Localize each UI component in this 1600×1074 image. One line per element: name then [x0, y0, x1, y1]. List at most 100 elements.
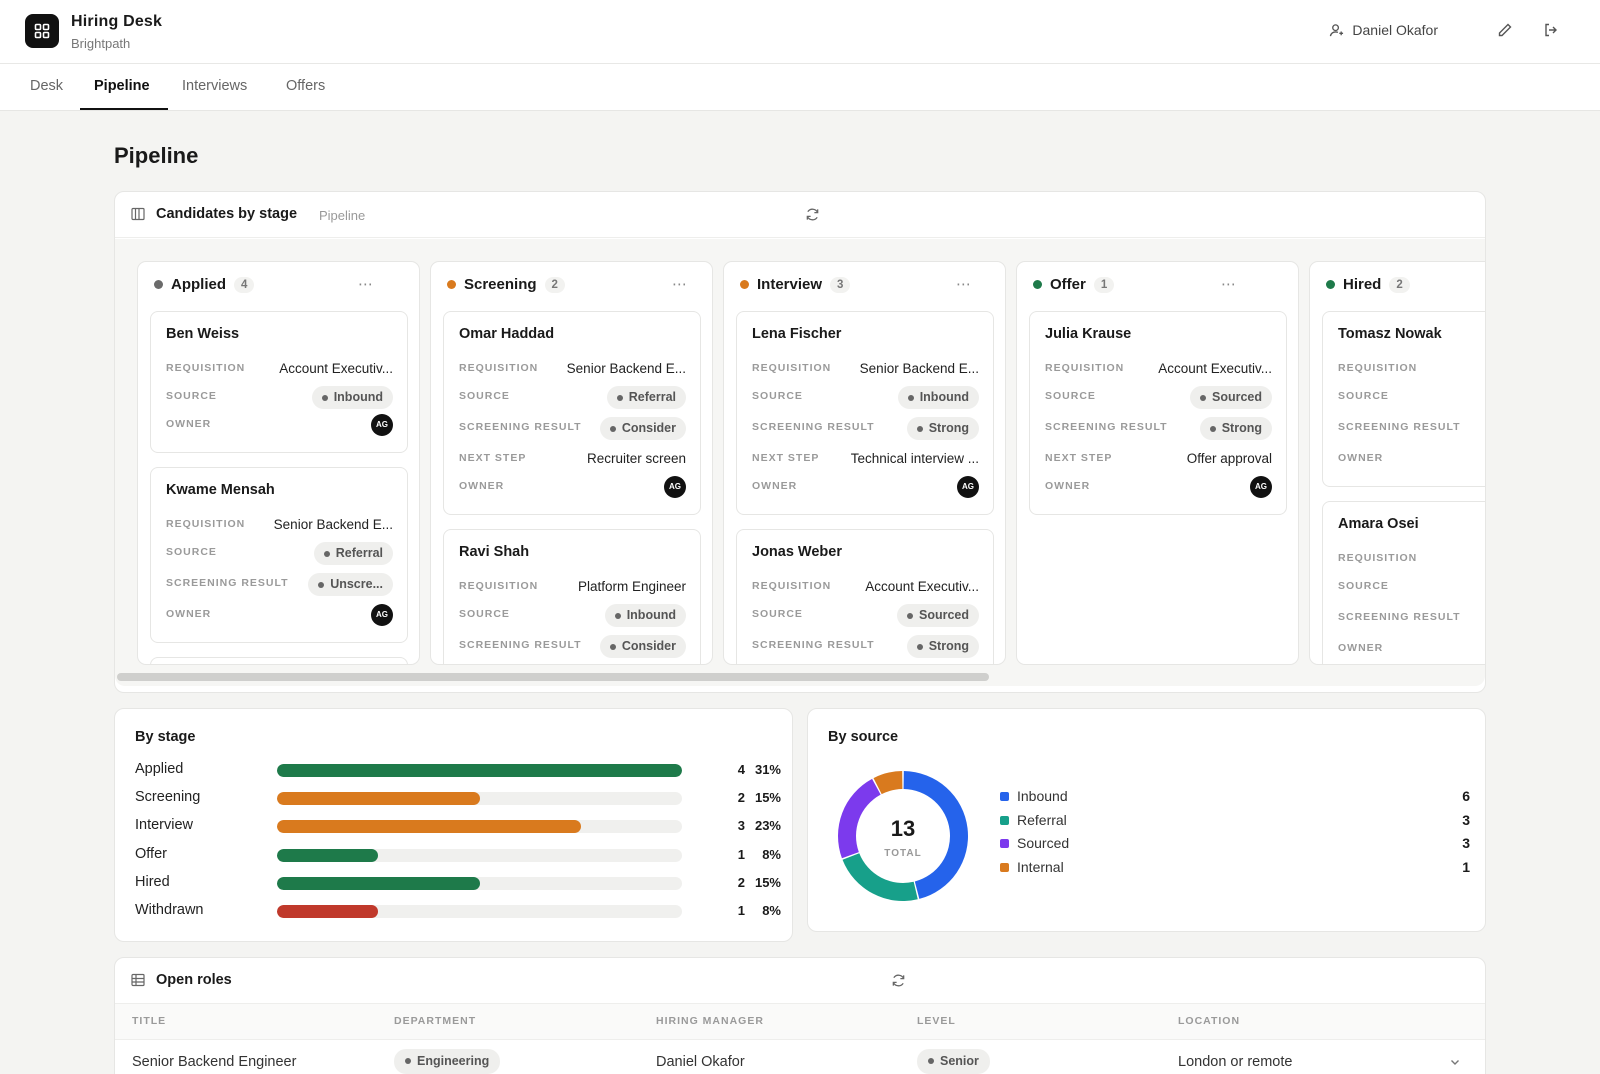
field-label: REQUISITION: [1338, 362, 1418, 374]
field-label: OWNER: [1338, 642, 1384, 654]
owner-avatar[interactable]: AG: [1250, 476, 1272, 498]
candidate-card[interactable]: Julia Krause REQUISITION Account Executiv.…: [1029, 311, 1287, 515]
chevron-down-icon[interactable]: [1449, 1056, 1461, 1068]
col-header-location: LOCATION: [1178, 1015, 1241, 1027]
card-field-owner: OWNER: [1338, 638, 1485, 660]
stage-bar-track: [277, 848, 682, 862]
candidate-card[interactable]: Lena Fischer REQUISITION Senior Backend E.…: [736, 311, 994, 515]
field-label: REQUISITION: [752, 580, 832, 592]
more-icon[interactable]: ⋯: [1221, 276, 1237, 293]
owner-avatar[interactable]: AG: [371, 604, 393, 626]
refresh-button[interactable]: [891, 973, 906, 988]
candidate-card[interactable]: Isabel Torres: [150, 657, 408, 664]
user-icon: [1329, 23, 1344, 38]
tab-offers[interactable]: Offers: [286, 78, 326, 94]
horizontal-scrollbar[interactable]: [117, 673, 989, 681]
candidate-card[interactable]: Tomasz Nowak REQUISITIONSal SOURCE SCREENIN…: [1322, 311, 1485, 487]
candidate-name: Ravi Shah: [459, 544, 530, 560]
column-title: Screening: [464, 276, 537, 293]
card-field-screening-result: SCREENING RESULT Consider: [459, 635, 686, 658]
candidate-card[interactable]: Omar Haddad REQUISITION Senior Backend E..…: [443, 311, 701, 515]
col-header-manager: HIRING MANAGER: [656, 1015, 764, 1027]
legend-label: Sourced: [1017, 835, 1070, 852]
card-field-requisition: REQUISITION Account Executiv...: [166, 358, 393, 380]
legend-swatch: [1000, 862, 1009, 872]
field-value: Platform Engineer: [577, 579, 686, 594]
legend-swatch: [1000, 792, 1009, 801]
field-label: SOURCE: [166, 390, 217, 402]
kanban-board[interactable]: Applied 4 ⋯ Ben Weiss REQUISITION Account Exe…: [115, 239, 1485, 686]
owner-avatar[interactable]: AG: [664, 476, 686, 498]
legend-item-inbound[interactable]: Inbound 6: [1000, 787, 1470, 807]
candidate-name: Ben Weiss: [166, 326, 240, 342]
field-label: SCREENING RESULT: [752, 421, 875, 433]
field-label: REQUISITION: [459, 580, 539, 592]
column-count: 4: [234, 276, 255, 293]
col-header-department: DEPARTMENT: [394, 1015, 477, 1027]
field-label: REQUISITION: [459, 362, 539, 374]
donut-slice-sourced[interactable]: [838, 778, 881, 859]
tab-desk[interactable]: Desk: [30, 78, 64, 94]
card-field-owner: OWNER: [1338, 448, 1485, 470]
stage-percent: 8%: [762, 903, 781, 918]
card-field-requisition: REQUISITION Account Executiv...: [752, 576, 979, 598]
tab-pipeline[interactable]: Pipeline: [94, 78, 150, 94]
card-field-requisition: REQUISITION Account Executiv...: [1045, 358, 1272, 380]
field-label: OWNER: [1045, 480, 1091, 492]
card-field-screening-result: SCREENING RESULT Strong: [1045, 417, 1272, 440]
donut-slice-internal[interactable]: [873, 771, 903, 795]
field-label: SOURCE: [1338, 580, 1389, 592]
stage-count: 4: [737, 762, 745, 777]
edit-button[interactable]: [1497, 22, 1513, 38]
user-name: Daniel Okafor: [1352, 22, 1438, 38]
legend-item-referral[interactable]: Referral 3: [1000, 811, 1470, 831]
field-pill: Sourced: [896, 604, 979, 627]
logout-button[interactable]: [1543, 22, 1559, 38]
stage-column-screening: Screening 2 ⋯ Omar Haddad REQUISITION Senior …: [430, 261, 713, 665]
by-source-panel: By source 13 TOTAL Inbound 6 Referral 3 Sour…: [807, 708, 1486, 932]
field-label: SOURCE: [752, 390, 803, 402]
donut-slice-referral[interactable]: [842, 853, 918, 901]
field-label: SCREENING RESULT: [459, 421, 582, 433]
owner-avatar[interactable]: AG: [371, 414, 393, 436]
more-icon[interactable]: ⋯: [672, 276, 688, 293]
owner-avatar[interactable]: AG: [957, 476, 979, 498]
donut-slice-inbound[interactable]: [903, 771, 968, 899]
stage-bar-row: Interview 3 23%: [135, 816, 781, 836]
refresh-button[interactable]: [805, 207, 820, 222]
level-pill: Senior: [917, 1049, 990, 1074]
candidate-card[interactable]: Ravi Shah REQUISITION Platform Engineer SOU…: [443, 529, 701, 664]
stage-bar-row: Screening 2 15%: [135, 788, 781, 808]
legend-value: 3: [1462, 835, 1470, 852]
field-pill: Referral: [606, 386, 686, 409]
stage-count: 2: [737, 790, 745, 806]
stage-label: Applied: [135, 761, 184, 777]
candidate-card[interactable]: Kwame Mensah REQUISITION Senior Backend E.…: [150, 467, 408, 643]
field-label: REQUISITION: [166, 518, 246, 530]
card-field-screening-result: SCREENING RESULT Strong: [752, 417, 979, 440]
candidate-card[interactable]: Amara Osei REQUISITIONSal SOURCE SCREENING …: [1322, 501, 1485, 664]
field-label: SOURCE: [752, 608, 803, 620]
legend-item-internal[interactable]: Internal 1: [1000, 858, 1470, 878]
field-pill: Sourced: [1189, 386, 1272, 409]
field-value: Recruiter screen: [586, 451, 686, 466]
field-label: REQUISITION: [166, 362, 246, 374]
app-logo[interactable]: [25, 14, 59, 48]
tab-interviews[interactable]: Interviews: [182, 78, 248, 94]
card-field-requisition: REQUISITION Senior Backend E...: [752, 358, 979, 380]
card-field-requisition: REQUISITIONSal: [1338, 548, 1485, 570]
candidate-card[interactable]: Ben Weiss REQUISITION Account Executiv... S…: [150, 311, 408, 453]
more-icon[interactable]: ⋯: [956, 276, 972, 293]
field-label: SOURCE: [166, 546, 217, 558]
column-header: Applied 4: [154, 276, 255, 293]
field-pill: Strong: [1199, 417, 1272, 440]
candidate-card[interactable]: Jonas Weber REQUISITION Account Executiv..…: [736, 529, 994, 664]
legend-item-sourced[interactable]: Sourced 3: [1000, 834, 1470, 854]
user-menu[interactable]: Daniel Okafor: [1329, 22, 1438, 38]
field-label: OWNER: [1338, 452, 1384, 464]
more-icon[interactable]: ⋯: [358, 276, 374, 293]
field-value: Senior Backend E...: [273, 517, 393, 532]
stage-percent: 15%: [754, 874, 781, 890]
stage-dot: [740, 280, 749, 289]
field-label: SCREENING RESULT: [1338, 611, 1461, 623]
